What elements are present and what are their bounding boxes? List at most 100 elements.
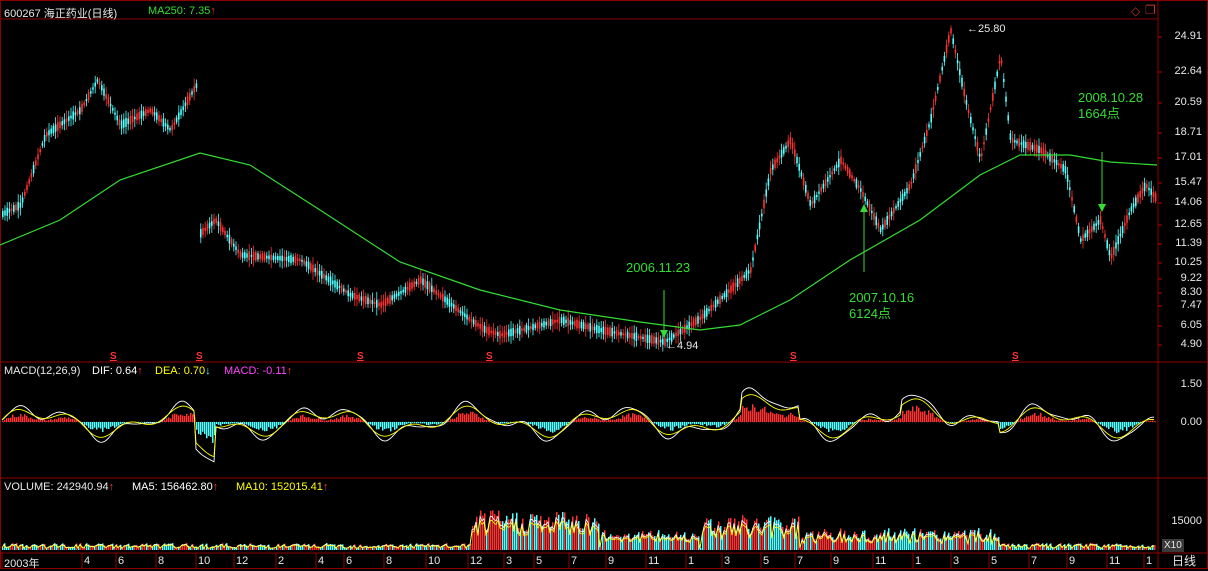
macd-bar xyxy=(298,418,300,422)
macd-bar xyxy=(894,420,896,422)
macd-bar xyxy=(972,419,974,422)
candle-body xyxy=(512,328,514,336)
candle-body xyxy=(288,256,290,262)
stock-title: 600267 海正药业(日线) xyxy=(4,5,117,21)
macd-bar xyxy=(818,422,820,426)
candle-body xyxy=(99,82,101,85)
candle-body xyxy=(1029,142,1031,151)
macd-bar xyxy=(632,413,634,422)
candle-body xyxy=(904,192,906,196)
candle-body xyxy=(523,328,525,331)
candle-body xyxy=(317,268,319,275)
macd-bar xyxy=(896,420,898,422)
macd-bar xyxy=(834,422,836,429)
candle-body xyxy=(1023,140,1025,148)
candle-body xyxy=(11,208,13,211)
macd-bar xyxy=(576,420,578,422)
candle-body xyxy=(248,251,250,260)
macd-bar xyxy=(176,414,178,422)
candle-body xyxy=(138,112,140,119)
macd-bar xyxy=(656,422,658,424)
candle-body xyxy=(176,117,178,122)
candle-body xyxy=(539,322,541,329)
candle-body xyxy=(493,330,495,334)
macd-bar xyxy=(840,422,842,431)
candle-body xyxy=(1111,254,1113,258)
candle-body xyxy=(647,335,649,343)
candle-body xyxy=(114,113,116,115)
candle-body xyxy=(460,310,462,313)
time-axis-label: 9 xyxy=(608,555,614,567)
candle-body xyxy=(39,149,41,152)
ma10-label: MA10: 152015.41↑ xyxy=(236,481,328,493)
diamond-icon[interactable]: ◇ xyxy=(1131,4,1140,18)
macd-bar xyxy=(1110,422,1112,427)
macd-bar xyxy=(614,420,616,422)
candle-body xyxy=(44,135,46,142)
price-axis-tick: 12.65 xyxy=(1174,218,1202,230)
candle-body xyxy=(495,331,497,335)
macd-bar xyxy=(616,419,618,422)
macd-bar xyxy=(198,422,200,434)
time-axis-label: 7 xyxy=(797,555,803,567)
macd-bar xyxy=(394,422,396,430)
macd-bar xyxy=(880,420,882,422)
macd-bar xyxy=(530,422,532,424)
macd-bar xyxy=(706,422,708,426)
candle-body xyxy=(134,117,136,120)
macd-bar xyxy=(288,420,290,422)
macd-bar xyxy=(698,422,700,424)
candle-body xyxy=(334,280,336,287)
macd-bar xyxy=(950,422,952,423)
candle-body xyxy=(1067,175,1069,182)
candle-body xyxy=(559,317,561,324)
candle-body xyxy=(218,221,220,226)
macd-bar xyxy=(1022,419,1024,422)
macd-bar xyxy=(306,418,308,422)
candle-body xyxy=(1076,216,1078,222)
candle-body xyxy=(330,276,332,285)
macd-bar xyxy=(1102,422,1104,426)
macd-bar xyxy=(170,418,172,422)
candle-body xyxy=(411,282,413,288)
candle-body xyxy=(20,203,22,208)
candle-body xyxy=(966,100,968,105)
price-axis-tick: 18.71 xyxy=(1174,126,1202,138)
macd-bar xyxy=(312,419,314,422)
candle-body xyxy=(759,223,761,230)
macd-bar xyxy=(206,422,208,438)
macd-bar xyxy=(816,422,818,425)
candle-body xyxy=(303,260,305,264)
ma5-value: MA5: 156462.80 xyxy=(132,481,213,493)
candle-body xyxy=(204,228,206,231)
price-axis-tick: 20.59 xyxy=(1174,96,1202,108)
candle-body xyxy=(541,323,543,327)
macd-bar xyxy=(46,421,48,422)
macd-bar xyxy=(996,422,998,423)
macd-bar xyxy=(342,415,344,422)
macd-bar xyxy=(116,422,118,427)
macd-bar xyxy=(1076,420,1078,422)
candle-body xyxy=(704,310,706,318)
candle-body xyxy=(15,205,17,210)
macd-bar xyxy=(680,422,682,428)
candle-body xyxy=(209,223,211,229)
macd-bar xyxy=(1132,422,1134,428)
macd-bar xyxy=(826,422,828,429)
low-price-label: ←4.94 xyxy=(666,340,698,353)
macd-bar xyxy=(898,418,900,422)
macd-bar xyxy=(588,419,590,422)
candle-body xyxy=(765,189,767,196)
candle-body xyxy=(761,214,763,217)
candle-body xyxy=(1016,141,1018,144)
restore-window-icon[interactable]: ❐ xyxy=(1145,3,1156,17)
macd-bar xyxy=(390,422,392,431)
macd-bar xyxy=(68,417,70,422)
macd-bar xyxy=(340,417,342,422)
period-label[interactable]: 日线 xyxy=(1172,555,1196,568)
candle-body xyxy=(950,28,952,33)
macd-bar xyxy=(352,417,354,422)
candle-body xyxy=(356,295,358,299)
s-marker: S xyxy=(110,351,117,362)
macd-bar xyxy=(274,422,276,427)
